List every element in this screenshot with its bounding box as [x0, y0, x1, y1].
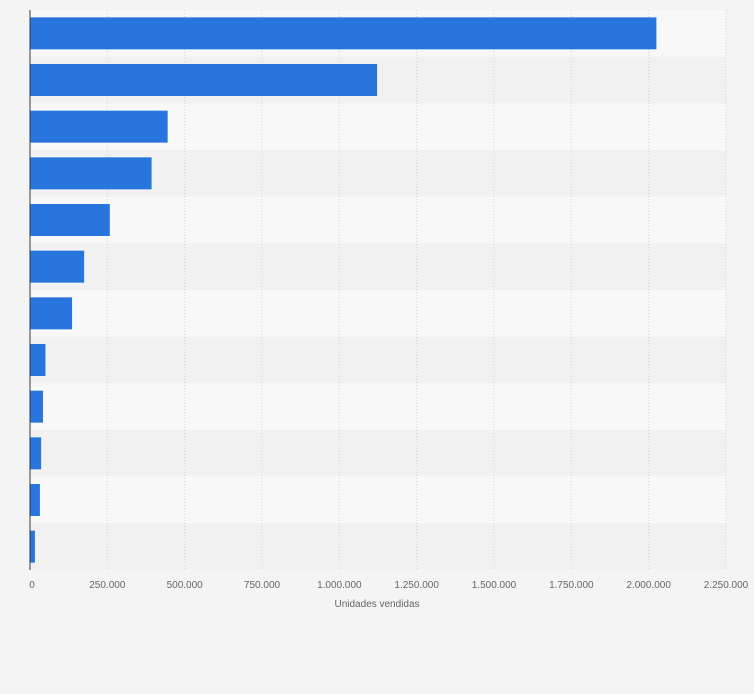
x-tick-label: 1.250.000 [394, 580, 439, 591]
bar[interactable] [30, 250, 85, 283]
x-tick-label: 2.250.000 [704, 580, 749, 591]
bar[interactable] [30, 390, 43, 423]
row-band [30, 383, 726, 430]
x-tick-label: 750.000 [244, 580, 281, 591]
x-tick-labels: 0 250.000 500.000 750.000 1.000.000 1.250.000… [29, 580, 748, 591]
x-tick-label: 1.750.000 [549, 580, 594, 591]
row-band [30, 430, 726, 477]
x-tick-label: 1.500.000 [472, 580, 517, 591]
bar[interactable] [30, 157, 152, 190]
gridlines [106, 10, 727, 570]
row-band [30, 243, 726, 290]
x-tick-label: 1.000.000 [317, 580, 362, 591]
row-band [30, 523, 726, 570]
row-band [30, 336, 726, 384]
row-band [30, 196, 726, 244]
x-tick-label: 0 [29, 580, 35, 591]
x-axis-label: Unidades vendidas [334, 599, 419, 610]
bar[interactable] [30, 484, 40, 516]
bar[interactable] [30, 17, 657, 50]
row-band [30, 476, 726, 524]
bar[interactable] [30, 204, 110, 236]
bars [30, 17, 657, 563]
bar[interactable] [30, 297, 73, 330]
row-band [30, 290, 726, 337]
bar[interactable] [30, 344, 46, 376]
bar[interactable] [30, 110, 168, 143]
bar[interactable] [30, 437, 42, 470]
x-tick-label: 2.000.000 [626, 580, 671, 591]
x-tick-label: 500.000 [167, 580, 204, 591]
row-bands [30, 10, 726, 570]
bar[interactable] [30, 64, 378, 96]
x-tick-label: 250.000 [89, 580, 126, 591]
bar[interactable] [30, 530, 35, 563]
